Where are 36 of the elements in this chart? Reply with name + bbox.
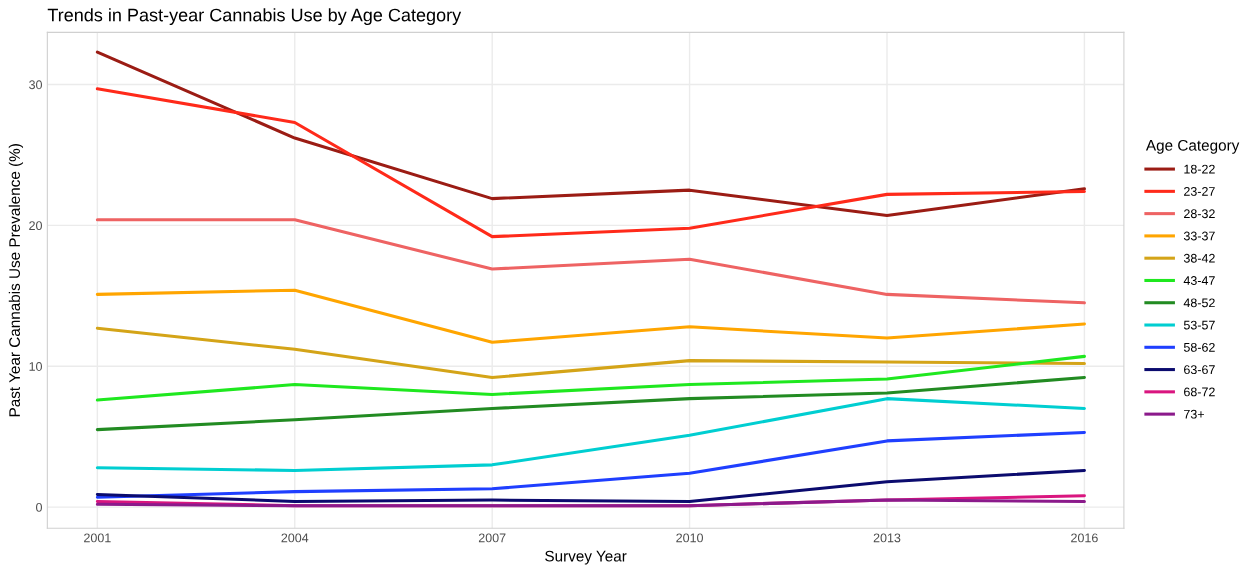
legend-label: 18-22	[1184, 164, 1215, 174]
y-tick-label: 20	[29, 221, 42, 231]
legend-label: 28-32	[1184, 209, 1215, 219]
y-axis-title: Past Year Cannabis Use Prevalence (%)	[8, 144, 24, 417]
line-series	[95, 397, 1086, 473]
x-axis-title: Survey Year	[545, 550, 627, 565]
line-series	[95, 375, 1086, 432]
line-series	[95, 354, 1086, 402]
legend-label: 23-27	[1184, 187, 1215, 196]
legend-label: 63-67	[1184, 365, 1215, 375]
line-series	[95, 87, 1086, 239]
legend-label: 53-57	[1183, 320, 1215, 330]
x-tick-label: 2016	[1071, 533, 1098, 543]
x-tick-label: 2001	[84, 533, 111, 543]
legend-label: 43-47	[1183, 276, 1215, 285]
line-series	[95, 430, 1086, 499]
line-series	[95, 288, 1086, 344]
legend-label: 73+	[1184, 409, 1204, 419]
legend-label: 33-37	[1183, 231, 1215, 241]
x-tick-label: 2013	[873, 533, 901, 543]
x-tick-label: 2004	[281, 533, 309, 543]
legend-label: 58-62	[1183, 342, 1215, 352]
y-tick-label: 30	[29, 80, 42, 90]
line-series	[95, 468, 1086, 503]
x-tick-label: 2010	[676, 533, 704, 543]
legend-label: 48-52	[1183, 298, 1215, 308]
x-tick-label: 2007	[478, 533, 506, 543]
legend-title: Age Category	[1145, 139, 1240, 154]
line-series	[95, 50, 1086, 218]
y-tick-label: 0	[36, 502, 42, 512]
y-tick-label: 10	[29, 362, 42, 371]
legend-label: 38-42	[1183, 253, 1215, 263]
legend-label: 68-72	[1184, 387, 1215, 397]
line-series	[95, 218, 1086, 305]
chart-title: Trends in Past-year Cannabis Use by Age Category	[47, 8, 462, 26]
line-series	[95, 326, 1086, 380]
